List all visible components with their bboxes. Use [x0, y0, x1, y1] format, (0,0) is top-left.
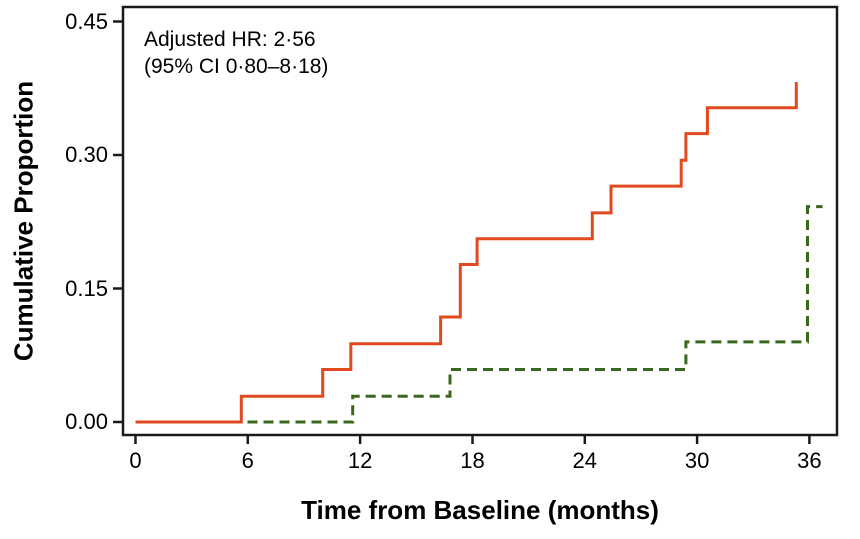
x-tick-label: 30 — [684, 448, 710, 473]
plot-frame — [121, 5, 839, 437]
y-tick-label: 0.00 — [65, 409, 108, 434]
x-tick-label: 0 — [129, 448, 142, 473]
x-tick-label: 6 — [241, 448, 254, 473]
x-tick-label: 36 — [797, 448, 822, 473]
x-tick-label: 12 — [347, 448, 373, 473]
y-tick-label: 0.15 — [65, 275, 108, 301]
hr-annotation-line1: Adjusted HR: 2·56 — [144, 28, 316, 51]
solid-red-group-curve — [135, 82, 798, 424]
hr-annotation: Adjusted HR: 2·56 (95% CI 0·80–8·18) — [144, 26, 328, 80]
x-axis-title: Time from Baseline (months) — [301, 495, 659, 525]
y-axis-title: Cumulative Proportion — [8, 80, 39, 362]
y-tick-label: 0.30 — [65, 142, 108, 167]
x-tick-label: 24 — [572, 448, 598, 473]
hr-annotation-line2: (95% CI 0·80–8·18) — [144, 55, 329, 78]
x-tick-label: 18 — [460, 448, 485, 473]
dashed-green-group-curve — [135, 205, 823, 424]
y-tick-label: 0.45 — [65, 8, 108, 34]
